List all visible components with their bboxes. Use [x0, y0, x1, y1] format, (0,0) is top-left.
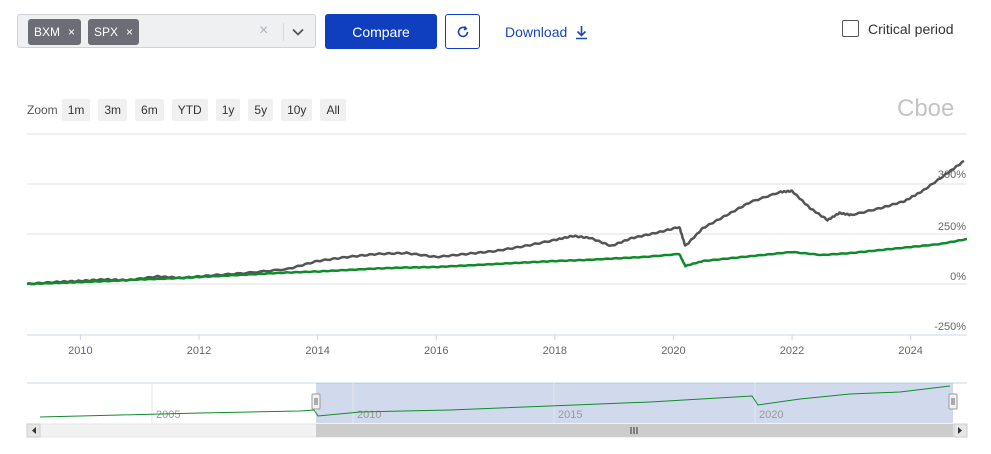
critical-period-checkbox[interactable] [842, 20, 859, 37]
refresh-button[interactable] [445, 14, 480, 49]
chip-remove-icon[interactable]: × [126, 25, 134, 39]
divider [283, 23, 284, 41]
zoom-6m-button[interactable]: 6m [135, 99, 164, 121]
x-tick-label: 2018 [543, 345, 567, 357]
x-tick-label: 2024 [898, 345, 922, 357]
scroll-right-arrow-icon [958, 427, 962, 434]
chip-remove-icon[interactable]: × [68, 25, 76, 39]
chart-gridlines [27, 133, 967, 336]
navigator: 2005 2010 2015 2020 [26, 382, 968, 438]
y-axis-labels: 300% 250% 0% -250% [934, 169, 966, 333]
logo-text: Cboe [897, 95, 954, 122]
zoom-label: Zoom [27, 103, 58, 117]
y-tick-label: 250% [938, 221, 966, 233]
cboe-logo: Cboe [897, 95, 954, 122]
x-tick-label: 2014 [305, 345, 329, 357]
download-label: Download [505, 24, 568, 40]
zoom-3m-button[interactable]: 3m [98, 99, 128, 121]
chip-label: BXM [34, 25, 61, 39]
navigator-handle-right [948, 393, 958, 410]
zoom-5y-button[interactable]: 5y [248, 99, 274, 121]
scroll-right-button [953, 423, 968, 438]
chevron-down-icon[interactable] [290, 24, 306, 40]
critical-period-label: Critical period [868, 20, 954, 37]
zoom-1m-button[interactable]: 1m [61, 99, 91, 121]
refresh-icon [457, 25, 468, 37]
x-tick-label: 2020 [661, 345, 685, 357]
download-link[interactable]: Download [505, 24, 588, 40]
zoom-bar: Zoom 1m 3m 6m YTD 1y 5y 10y All [27, 99, 354, 121]
navigator-tick-label: 2005 [156, 409, 180, 421]
navigator-tick-label: 2010 [357, 409, 381, 421]
scrollbar-track [26, 423, 968, 438]
zoom-ytd-button[interactable]: YTD [171, 99, 208, 121]
chip-bxm: BXM × [28, 19, 82, 45]
x-tick-label: 2022 [780, 345, 804, 357]
x-tick-label: 2012 [187, 345, 211, 357]
symbol-selector[interactable]: BXM × SPX × × [17, 14, 316, 48]
series-lines [26, 159, 968, 286]
y-tick-label: 300% [938, 169, 966, 181]
clear-icon[interactable]: × [259, 22, 269, 39]
y-tick-label: -250% [934, 321, 966, 333]
navigator-handle-left [311, 393, 321, 410]
chip-spx: SPX × [88, 19, 140, 45]
compare-button[interactable]: Compare [325, 14, 437, 49]
series-line-0 [26, 159, 965, 286]
critical-period-toggle[interactable]: Critical period [842, 20, 954, 37]
x-tick-label: 2016 [424, 345, 448, 357]
chip-label: SPX [94, 25, 119, 39]
zoom-1y-button[interactable]: 1y [215, 99, 241, 121]
zoom-all-button[interactable]: All [320, 99, 346, 121]
x-tick-label: 2010 [68, 345, 92, 357]
navigator-selection [316, 383, 953, 423]
scroll-left-button [26, 423, 41, 438]
scrollbar-thumb [316, 424, 953, 437]
series-line-1 [26, 237, 968, 286]
y-tick-label: 0% [950, 271, 966, 283]
scroll-left-arrow-icon [32, 427, 36, 434]
navigator-tick-label: 2020 [759, 409, 783, 421]
x-axis-labels: 2010 2012 2014 2016 2018 2020 2022 2024 [68, 335, 923, 357]
download-icon [576, 25, 588, 39]
zoom-10y-button[interactable]: 10y [281, 99, 313, 121]
navigator-line [39, 385, 951, 418]
navigator-tick-label: 2015 [558, 409, 582, 421]
